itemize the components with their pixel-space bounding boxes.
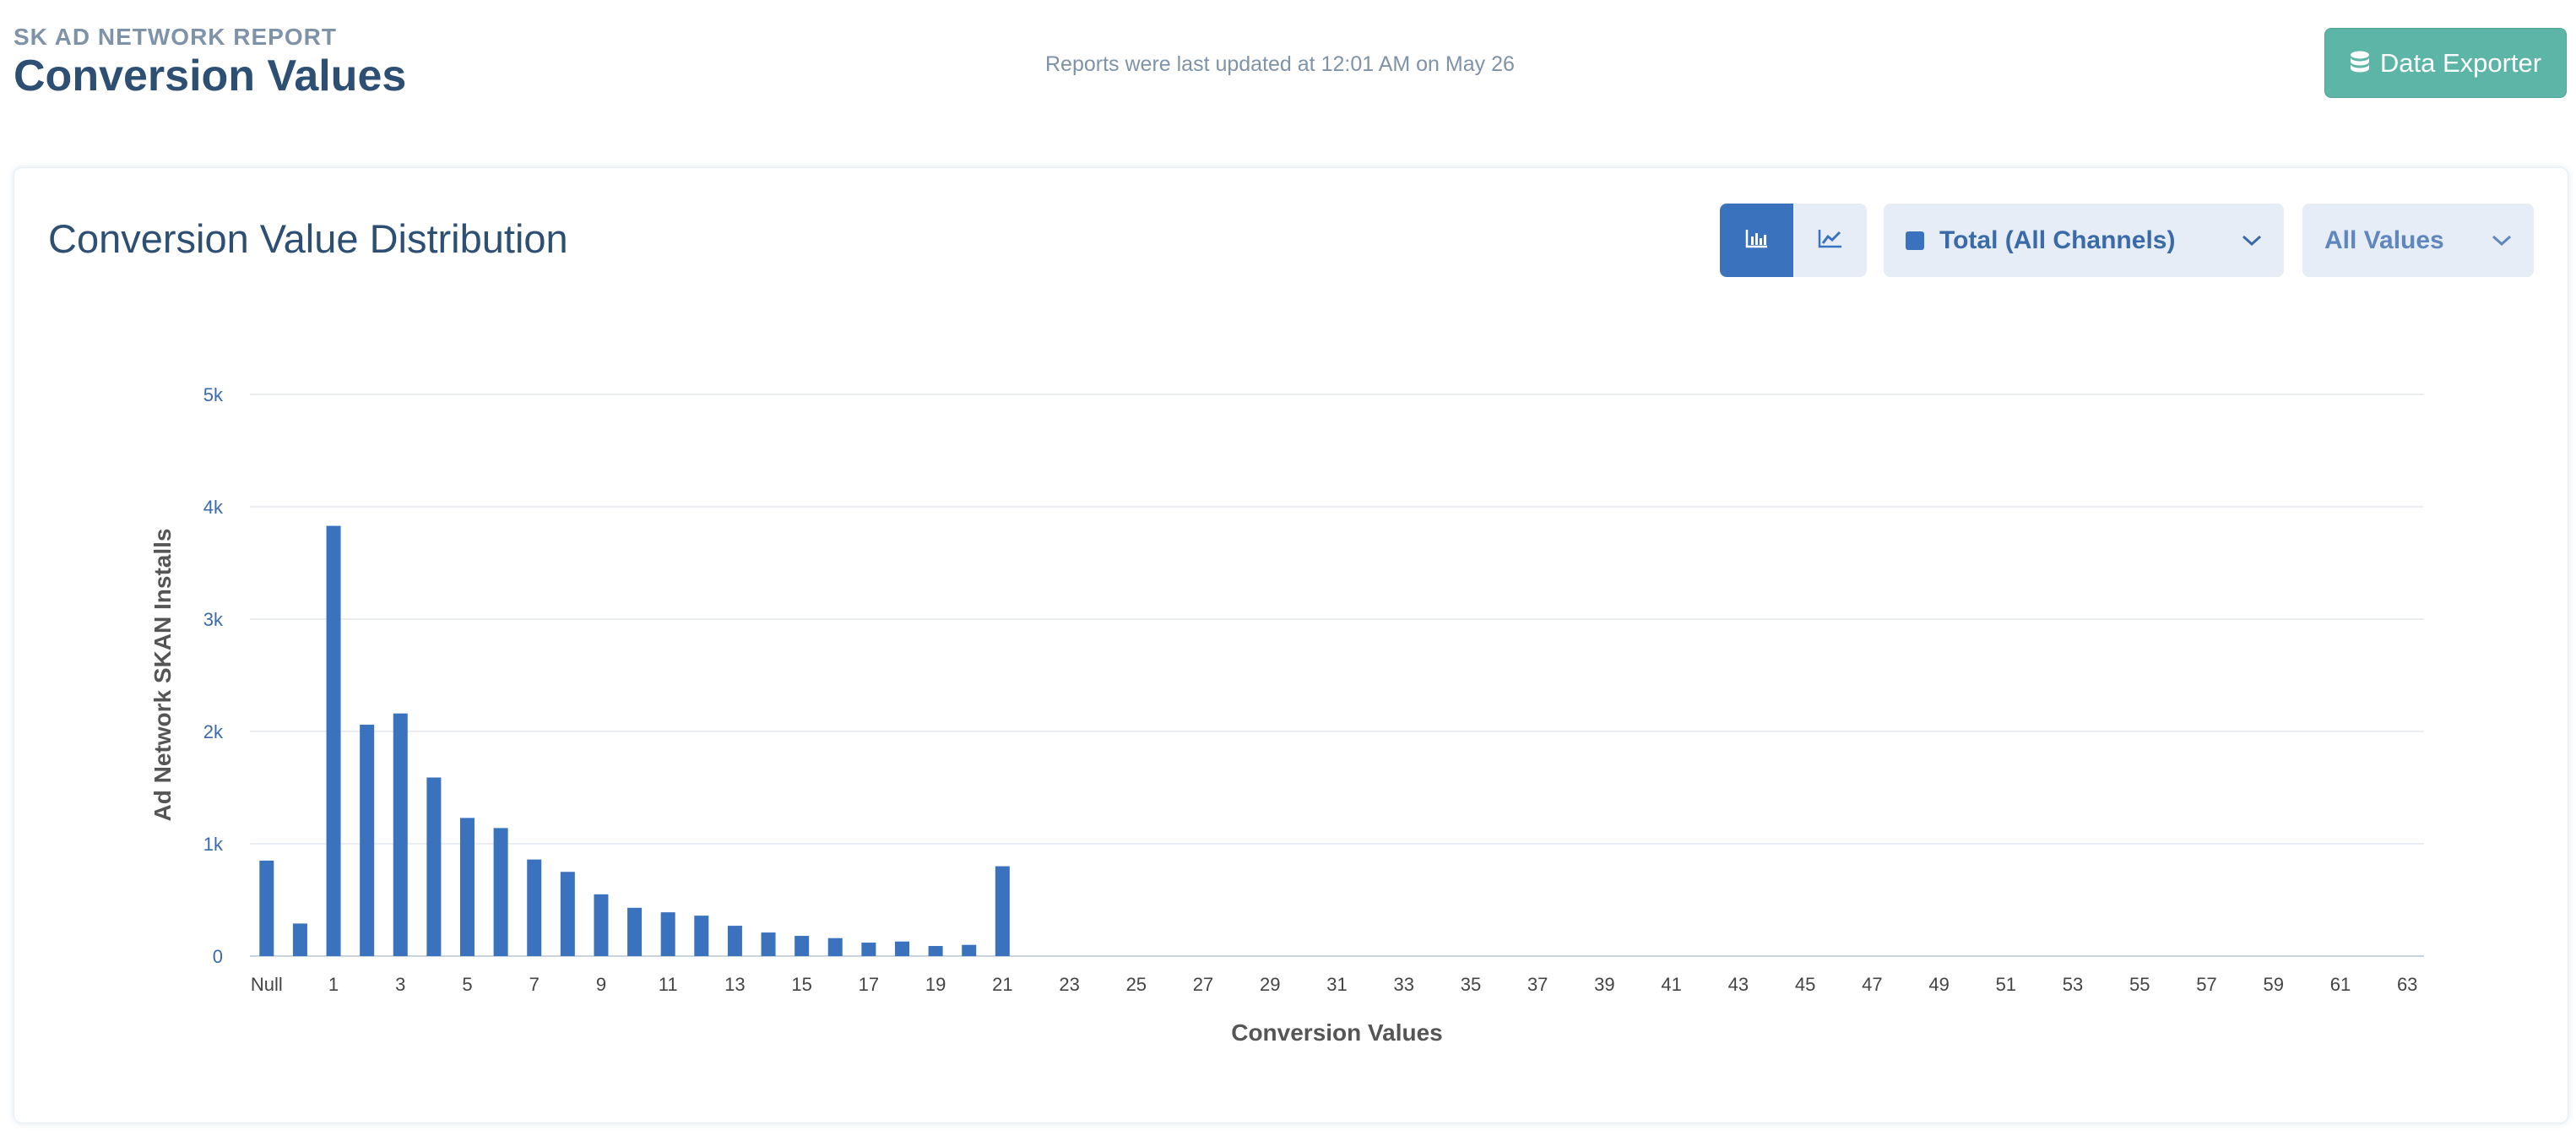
- x-tick-label: 9: [596, 974, 606, 995]
- conversion-distribution-card: Conversion Value Distribution: [14, 167, 2568, 1123]
- bar: [560, 872, 575, 956]
- y-tick-label: 3k: [203, 609, 224, 630]
- x-tick-label: 37: [1527, 974, 1548, 995]
- x-tick-label: 47: [1862, 974, 1882, 995]
- x-tick-label: 35: [1461, 974, 1481, 995]
- bar: [493, 828, 508, 956]
- bar: [827, 938, 843, 956]
- bar: [360, 725, 375, 956]
- bar: [694, 916, 709, 956]
- bar: [460, 818, 475, 956]
- x-tick-label: 61: [2330, 974, 2351, 995]
- x-tick-label: 49: [1928, 974, 1949, 995]
- bar: [393, 713, 408, 956]
- x-tick-label: 27: [1193, 974, 1213, 995]
- x-tick-label: 33: [1393, 974, 1413, 995]
- x-axis-title: Conversion Values: [1231, 1019, 1443, 1046]
- x-tick-label: 51: [1996, 974, 2016, 995]
- x-tick-label: 55: [2129, 974, 2150, 995]
- x-tick-label: 3: [395, 974, 405, 995]
- x-tick-label: 41: [1661, 974, 1681, 995]
- bar: [326, 525, 341, 956]
- data-exporter-label: Data Exporter: [2379, 47, 2542, 78]
- x-tick-label: 25: [1126, 974, 1147, 995]
- chevron-down-icon: [2242, 235, 2262, 247]
- bar: [861, 943, 876, 956]
- data-exporter-button[interactable]: Data Exporter: [2324, 28, 2567, 98]
- bar-chart-icon: [1745, 228, 1769, 253]
- bar: [527, 859, 542, 956]
- bar: [895, 941, 909, 956]
- x-tick-label: Null: [251, 974, 283, 995]
- y-tick-label: 1k: [203, 834, 224, 855]
- report-header: SK AD NETWORK REPORT Conversion Values R…: [0, 0, 2576, 160]
- chart-type-toggle: [1720, 204, 1867, 277]
- x-tick-label: 23: [1059, 974, 1079, 995]
- channel-select-value: Total (All Channels): [1939, 226, 2176, 254]
- card-title: Conversion Value Distribution: [48, 216, 568, 261]
- bar: [594, 894, 609, 956]
- x-tick-label: 29: [1260, 974, 1280, 995]
- channel-color-swatch: [1906, 231, 1924, 250]
- y-tick-label: 0: [213, 946, 223, 967]
- values-select[interactable]: All Values: [2302, 204, 2534, 277]
- bar: [761, 932, 776, 956]
- y-tick-label: 4k: [203, 497, 224, 518]
- x-tick-label: 21: [992, 974, 1012, 995]
- bar: [962, 944, 977, 956]
- x-tick-label: 13: [724, 974, 745, 995]
- report-kicker: SK AD NETWORK REPORT: [14, 24, 337, 50]
- y-axis-title: Ad Network SKAN Installs: [149, 529, 176, 822]
- x-tick-label: 57: [2196, 974, 2216, 995]
- y-tick-label: 5k: [203, 384, 224, 405]
- x-tick-label: 63: [2397, 974, 2417, 995]
- x-tick-label: 31: [1326, 974, 1347, 995]
- bar: [259, 860, 274, 956]
- x-tick-label: 39: [1594, 974, 1614, 995]
- x-tick-label: 59: [2263, 974, 2283, 995]
- x-tick-label: 15: [791, 974, 811, 995]
- bar-chart-view-button[interactable]: [1720, 204, 1793, 277]
- database-icon: [2350, 51, 2370, 76]
- bar: [627, 907, 643, 956]
- bar: [426, 777, 442, 956]
- bar: [995, 866, 1010, 956]
- x-tick-label: 1: [328, 974, 339, 995]
- chevron-down-icon: [2492, 235, 2512, 247]
- last-updated-text: Reports were last updated at 12:01 AM on…: [1045, 52, 1515, 76]
- page-title: Conversion Values: [14, 52, 407, 101]
- bar: [727, 926, 742, 956]
- y-tick-label: 2k: [203, 721, 224, 742]
- line-chart-view-button[interactable]: [1793, 204, 1867, 277]
- values-select-value: All Values: [2324, 226, 2444, 254]
- bar: [660, 912, 675, 956]
- x-tick-label: 11: [659, 974, 678, 995]
- x-tick-label: 43: [1728, 974, 1749, 995]
- x-tick-label: 19: [925, 974, 946, 995]
- x-tick-label: 53: [2063, 974, 2083, 995]
- x-tick-label: 17: [859, 974, 879, 995]
- line-chart-icon: [1818, 228, 1843, 253]
- x-tick-label: 45: [1795, 974, 1815, 995]
- x-tick-label: 5: [462, 974, 472, 995]
- bar: [292, 923, 307, 956]
- channel-select[interactable]: Total (All Channels): [1884, 204, 2284, 277]
- x-tick-label: 7: [529, 974, 540, 995]
- bar: [928, 946, 943, 956]
- bar: [794, 936, 810, 956]
